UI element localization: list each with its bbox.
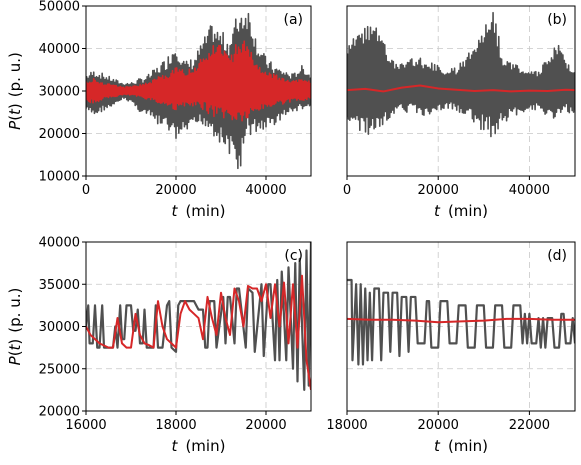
panel-label: (d): [547, 248, 567, 264]
x-axis-label: t (min): [434, 202, 488, 220]
x-tick-label: 20000: [418, 418, 459, 433]
series-1-line: [86, 40, 311, 122]
series-0-line: [347, 11, 575, 138]
panel-label: (a): [283, 12, 303, 28]
axes-frame: [346, 5, 576, 177]
plot-area: [347, 278, 575, 366]
panel-label: (c): [284, 248, 303, 264]
axes-frame: [346, 241, 576, 412]
y-tick-label: 30000: [39, 320, 80, 335]
x-axis-label: t (min): [172, 437, 226, 455]
plot-area: [347, 11, 575, 138]
y-tick-label: 20000: [39, 127, 80, 142]
x-tick-label: 20000: [245, 418, 286, 433]
series-0-line: [347, 278, 575, 366]
y-tick-label: 25000: [39, 362, 80, 377]
series-0-line: [86, 242, 311, 391]
y-axis-label: P(t)(p. u.): [6, 52, 24, 130]
series-1-line: [347, 84, 575, 93]
x-tick-label: 0: [82, 183, 90, 198]
panel-d: 18000 20000 22000 t (min) (d): [326, 241, 576, 455]
plot-area: [86, 242, 311, 391]
panel-c: 16000 18000 20000 20000 25000 30000 35000 40000…: [6, 236, 312, 455]
y-tick-label: 40000: [39, 42, 80, 57]
x-tick-label: 18000: [326, 418, 367, 433]
y-tick-label: 30000: [39, 85, 80, 100]
x-tick-label: 20000: [418, 183, 459, 198]
x-tick-label: 0: [343, 183, 351, 198]
y-tick-label: 40000: [39, 236, 80, 251]
x-tick-label: 20000: [155, 183, 196, 198]
x-tick-label: 22000: [509, 418, 550, 433]
plot-area: [86, 12, 311, 170]
x-tick-label: 18000: [155, 418, 196, 433]
panel-label: (b): [547, 12, 567, 28]
y-tick-label: 20000: [39, 405, 80, 420]
y-tick-label: 10000: [39, 170, 80, 185]
panel-b: 0 20000 40000 t (min) (b): [343, 5, 576, 220]
panel-a: 0 20000 40000 10000 20000 30000 40000 50000 t (mi…: [6, 0, 312, 220]
series-1-line: [86, 274, 311, 391]
x-tick-label: 40000: [245, 183, 286, 198]
x-tick-label: 16000: [65, 418, 106, 433]
y-tick-label: 35000: [39, 278, 80, 293]
x-axis-label: t (min): [434, 437, 488, 455]
y-tick-label: 50000: [39, 0, 80, 15]
series-1-line: [347, 317, 575, 324]
x-axis-label: t (min): [172, 202, 226, 220]
x-tick-label: 40000: [509, 183, 550, 198]
y-axis-label: P(t)(p. u.): [6, 288, 24, 366]
